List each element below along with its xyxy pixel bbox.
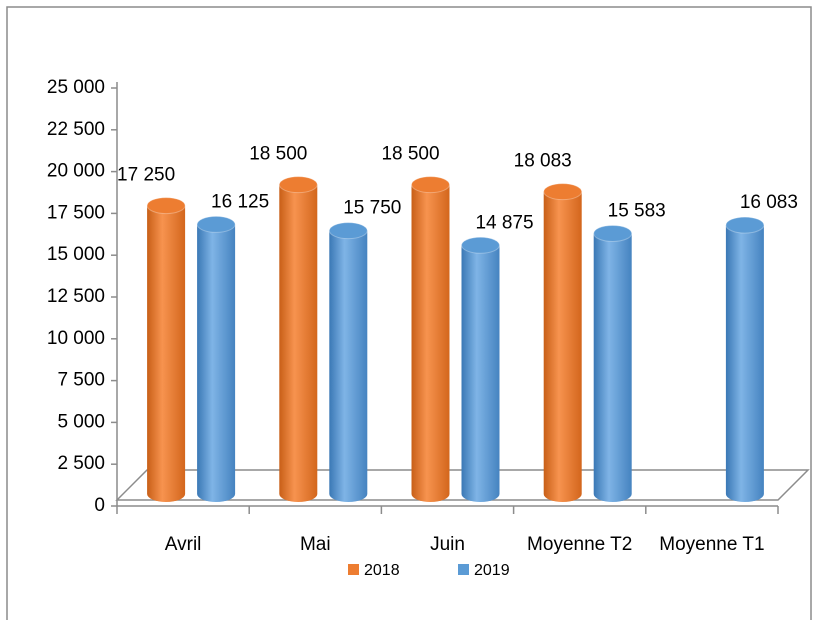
bar-top (461, 236, 500, 254)
data-label: 15 750 (343, 198, 401, 219)
bar (146, 197, 186, 502)
bar-body (147, 205, 186, 502)
legend-swatch (458, 564, 469, 575)
data-label: 18 500 (381, 144, 439, 165)
bar (411, 176, 450, 502)
bar-top (411, 176, 450, 194)
data-label: 16 125 (211, 191, 269, 212)
legend-label: 2019 (474, 562, 510, 579)
y-tick-label: 20 000 (47, 161, 105, 182)
bar-body (593, 233, 632, 502)
bar (328, 222, 368, 502)
y-tick-label: 22 500 (47, 119, 105, 140)
bar-top (543, 183, 583, 201)
y-tick-label: 12 500 (47, 286, 105, 307)
data-label: 14 875 (475, 212, 533, 233)
bar-body (411, 184, 450, 502)
bar (461, 236, 500, 503)
y-tick-label: 2 500 (57, 453, 105, 474)
bar-top (328, 222, 368, 240)
bar-body (329, 230, 368, 502)
y-tick-label: 0 (94, 495, 105, 516)
y-tick-label: 7 500 (57, 370, 105, 391)
bar-body (197, 224, 236, 502)
x-tick-label: Mai (299, 534, 331, 555)
x-tick-label: Avril (164, 534, 202, 555)
data-label: 16 083 (740, 192, 798, 213)
bar (593, 224, 633, 502)
bar (543, 183, 583, 503)
y-tick-label: 25 000 (47, 77, 105, 98)
chart-border (6, 6, 812, 620)
bar (278, 176, 318, 502)
bar-top (278, 176, 318, 194)
bar-top (593, 224, 633, 242)
y-tick-label: 5 000 (57, 411, 105, 432)
bar-top (725, 216, 765, 234)
bar-body (543, 191, 582, 503)
legend-swatch (348, 564, 359, 575)
x-tick-label: Moyenne T1 (659, 534, 765, 555)
data-label: 18 500 (249, 144, 307, 165)
legend-label: 2018 (364, 562, 400, 579)
data-label: 15 583 (608, 200, 666, 221)
y-tick-label: 10 000 (47, 328, 105, 349)
y-tick-label: 15 000 (47, 244, 105, 265)
bar (196, 215, 236, 502)
bar (725, 216, 765, 503)
x-tick-label: Juin (430, 534, 465, 555)
bar-top (146, 197, 186, 215)
data-label: 17 250 (117, 165, 175, 186)
bar-body (279, 184, 318, 502)
x-tick-label: Moyenne T2 (527, 534, 633, 555)
y-tick-label: 17 500 (47, 202, 105, 223)
data-label: 18 083 (514, 151, 572, 172)
bar-top (196, 215, 236, 233)
bar-body (725, 225, 764, 503)
bar-body (461, 245, 500, 503)
